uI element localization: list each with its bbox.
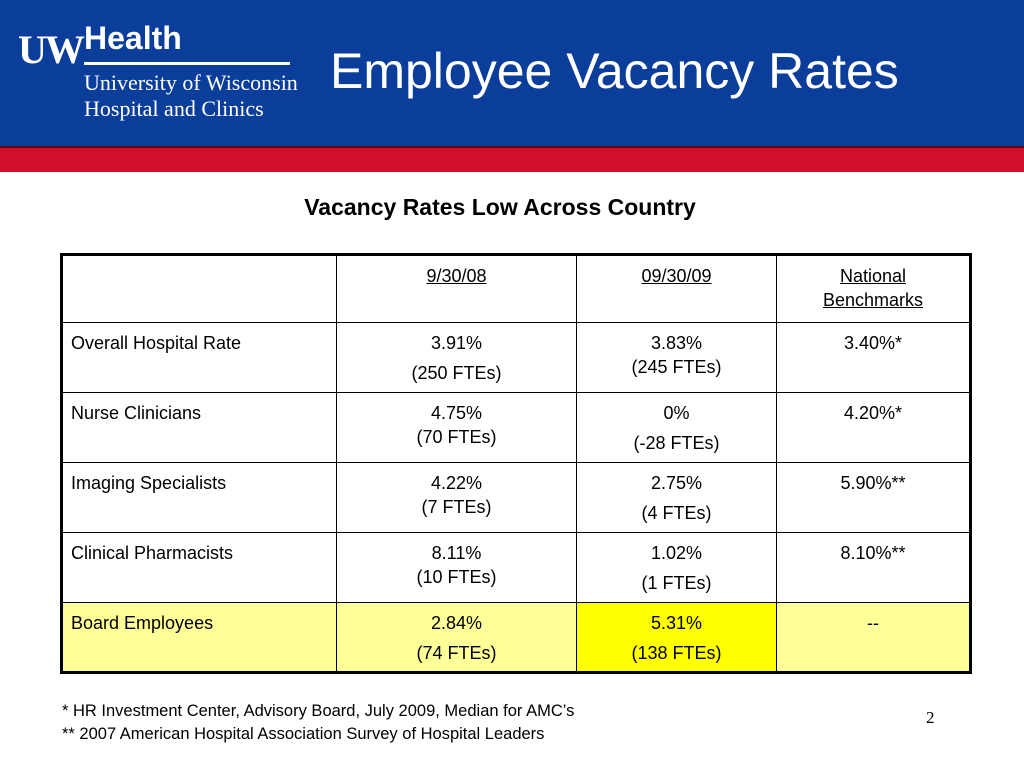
row-label: Imaging Specialists	[61, 462, 337, 533]
table-row-board-employees: Board Employees 2.84% (74 FTEs) 5.31% (138…	[61, 602, 971, 673]
rate-value: 8.11%	[431, 543, 482, 563]
fte-value: (74 FTEs)	[416, 643, 497, 663]
value-cell-2008: 4.75% (70 FTEs)	[336, 392, 577, 463]
header-cell-2008: 9/30/08	[336, 254, 577, 323]
logo-rule	[84, 62, 290, 65]
rate-value: 3.83%	[650, 333, 703, 353]
rate-value: 5.31%	[650, 613, 703, 633]
value-cell-2009: 2.75% (4 FTEs)	[576, 462, 777, 533]
logo-line-2: Hospital and Clinics	[84, 96, 264, 121]
page-number: 2	[926, 708, 935, 727]
fte-value: (70 FTEs)	[416, 427, 497, 447]
fte-value: (10 FTEs)	[416, 567, 497, 587]
rate-value: 1.02%	[650, 543, 703, 563]
header-bar: UW Health University of Wisconsin Hospit…	[0, 0, 1024, 146]
fte-value: (4 FTEs)	[641, 503, 712, 523]
rate-value: 0%	[663, 403, 690, 423]
fte-value: (250 FTEs)	[411, 363, 502, 383]
table-row: Overall Hospital Rate 3.91% (250 FTEs) 3.…	[61, 322, 971, 393]
footnote-1: * HR Investment Center, Advisory Board, …	[62, 702, 575, 720]
table-row: Nurse Clinicians 4.75% (70 FTEs) 0% (-28 F…	[61, 392, 971, 463]
benchmark-cell: 4.20%*	[776, 392, 971, 463]
fte-value: (7 FTEs)	[421, 497, 492, 517]
fte-value: (245 FTEs)	[631, 357, 722, 377]
red-band	[0, 146, 1024, 172]
value-cell-2008: 3.91% (250 FTEs)	[336, 322, 577, 393]
value-cell-2009: 3.83% (245 FTEs)	[576, 322, 777, 393]
benchmark-cell: 8.10%**	[776, 532, 971, 603]
value-cell-2009: 1.02% (1 FTEs)	[576, 532, 777, 603]
header-cell-empty	[61, 254, 337, 323]
value-cell-2008: 4.22% (7 FTEs)	[336, 462, 577, 533]
header-2008-label: 9/30/08	[426, 266, 487, 286]
vacancy-table: 9/30/08 09/30/09 National Benchmarks Over…	[60, 253, 972, 674]
benchmark-cell: 5.90%**	[776, 462, 971, 533]
row-label: Clinical Pharmacists	[61, 532, 337, 603]
logo-uw: UW	[18, 27, 85, 72]
header-national-label: National	[839, 266, 907, 286]
footnotes: * HR Investment Center, Advisory Board, …	[62, 700, 574, 746]
value-cell-2009-highlighted: 5.31% (138 FTEs)	[576, 602, 777, 673]
rate-value: 2.75%	[650, 473, 703, 493]
fte-value: (138 FTEs)	[631, 643, 722, 663]
row-label: Nurse Clinicians	[61, 392, 337, 463]
uwhealth-logo: UW Health University of Wisconsin Hospit…	[14, 20, 304, 130]
logo-line-1: University of Wisconsin	[84, 70, 298, 95]
value-cell-2008: 8.11% (10 FTEs)	[336, 532, 577, 603]
table-row: Imaging Specialists 4.22% (7 FTEs) 2.75% (…	[61, 462, 971, 533]
header-row: 9/30/08 09/30/09 National Benchmarks	[61, 254, 971, 323]
header-cell-2009: 09/30/09	[576, 254, 777, 323]
logo-health: Health	[84, 20, 182, 56]
rate-value: 4.22%	[430, 473, 483, 493]
benchmark-cell: --	[776, 602, 971, 673]
table-row: Clinical Pharmacists 8.11% (10 FTEs) 1.02…	[61, 532, 971, 603]
header-cell-benchmarks: National Benchmarks	[776, 254, 971, 323]
row-label: Overall Hospital Rate	[61, 322, 337, 393]
value-cell-2008: 2.84% (74 FTEs)	[336, 602, 577, 673]
rate-value: 4.75%	[430, 403, 483, 423]
header-benchmarks-label: Benchmarks	[822, 290, 924, 310]
fte-value: (-28 FTEs)	[633, 433, 720, 453]
rate-value: 3.91%	[430, 333, 483, 353]
fte-value: (1 FTEs)	[641, 573, 712, 593]
table-subtitle: Vacancy Rates Low Across Country	[304, 194, 696, 220]
rate-value: 2.84%	[430, 613, 483, 633]
benchmark-cell: 3.40%*	[776, 322, 971, 393]
header-2009-label: 09/30/09	[641, 266, 712, 286]
row-label: Board Employees	[61, 602, 337, 673]
footnote-2: ** 2007 American Hospital Association Su…	[62, 725, 545, 743]
value-cell-2009: 0% (-28 FTEs)	[576, 392, 777, 463]
slide-title: Employee Vacancy Rates	[330, 43, 899, 99]
